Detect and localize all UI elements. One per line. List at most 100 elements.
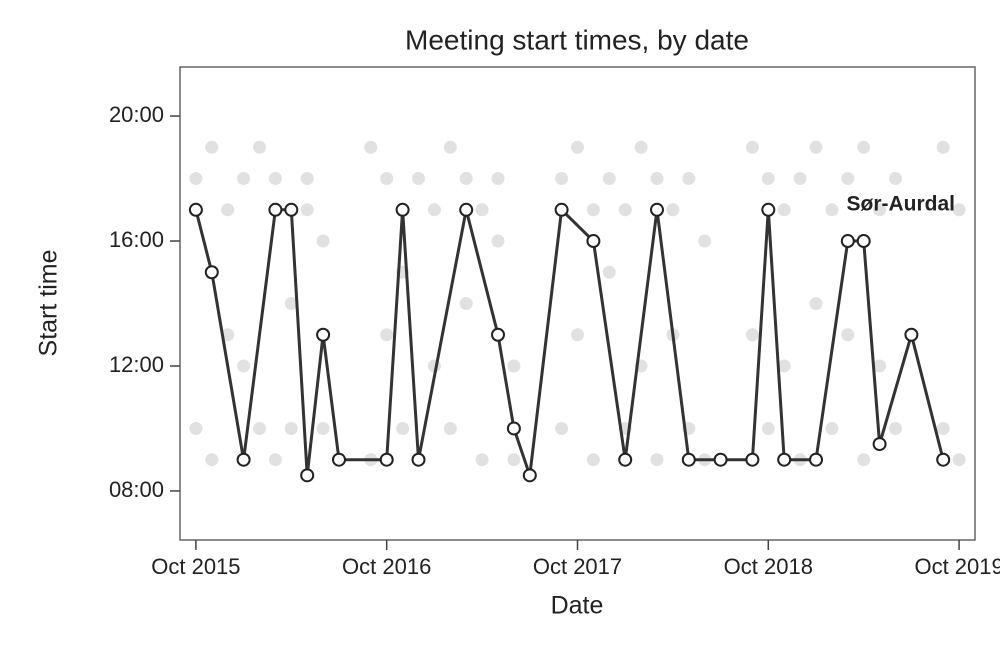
background-point [396,421,410,435]
point [316,327,331,342]
x-tick-label: Oct 2017 [533,554,622,579]
point [681,452,696,467]
background-point [380,328,394,342]
background-point [189,172,203,186]
y-tick-label: 16:00 [109,227,164,252]
background-point [364,140,378,154]
point [936,452,951,467]
background-point [571,328,584,342]
background-point [586,203,600,217]
point [332,452,346,467]
background-point [268,172,282,186]
point [268,202,283,217]
background-point [316,421,330,435]
x-tick-label: Oct 2016 [342,554,431,579]
x-tick-label: Oct 2019 [914,554,1000,579]
y-tick-label: 08:00 [109,477,164,502]
background-point [284,297,298,310]
point [777,452,792,467]
background-point [189,421,203,435]
background-point [634,140,648,154]
point [236,452,251,467]
background-point [745,140,759,154]
background-point [825,421,839,435]
background-point [745,328,759,342]
y-tick-label: 20:00 [109,102,164,127]
point [379,452,394,467]
point [395,202,410,217]
background-point [602,265,616,279]
background-point [889,421,902,435]
point [188,202,203,217]
background-point [936,421,950,435]
background-point [586,453,600,467]
y-tick-label: 12:00 [109,352,164,377]
point [491,327,505,342]
point [411,452,426,467]
point [204,265,219,280]
plot-frame [179,66,976,541]
background-point [952,203,966,217]
point [809,452,823,467]
background-point [873,203,887,217]
point [459,202,474,217]
point [284,202,299,217]
background-point [650,172,664,186]
background-point [793,172,807,186]
background-point [602,172,616,186]
background-point [809,297,823,310]
background-point [205,140,219,154]
background-point [571,140,584,154]
point [300,468,315,483]
background-point [698,234,712,248]
background-point [650,453,664,467]
background-point [841,328,855,342]
background-point [300,203,314,217]
x-tick-label: Oct 2015 [151,554,240,579]
background-point [507,453,521,467]
background-point [253,140,266,154]
background-point [443,421,457,435]
background-point [857,453,871,467]
background-point [507,359,521,373]
background-point [491,234,505,248]
point [522,468,537,483]
chart-title: Meeting start times, by date [405,24,749,55]
background-point [237,359,251,373]
background-point [761,421,775,435]
background-point [555,172,569,186]
background-point [253,421,266,435]
background-point [825,203,839,217]
point [745,452,760,467]
background-point [380,172,394,186]
y-axis-label: Start time [35,250,63,357]
x-axis-label: Date [551,592,604,620]
series-label: Sør-Aurdal [846,193,955,216]
background-point [873,359,887,373]
background-point [491,172,505,186]
background-point [427,203,441,217]
background-point [316,234,330,248]
background-point [475,203,489,217]
series-line [194,208,945,477]
background-point [682,172,696,186]
background-point [857,140,871,154]
point [554,202,569,217]
background-point [777,203,791,217]
background-point [777,359,791,373]
background-point [412,172,425,186]
background-point [221,203,235,217]
background-point [443,140,457,154]
background-point [952,453,966,467]
background-point [889,172,902,186]
point [840,234,855,249]
point [904,327,919,342]
background-point [459,172,473,186]
point [713,452,728,467]
point [761,202,776,217]
background-point [761,172,775,186]
point [872,437,887,452]
background-point [841,172,855,186]
